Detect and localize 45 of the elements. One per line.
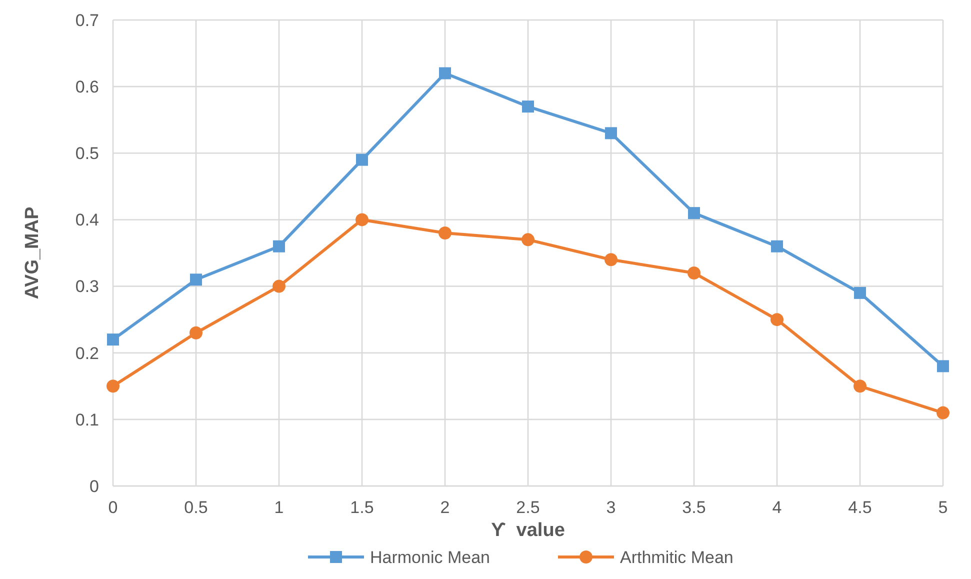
point: [770, 313, 784, 326]
y-tick-label: 0.3: [75, 277, 99, 296]
point: [356, 213, 368, 226]
legend-label: Arthmitic Mean: [620, 548, 734, 567]
point: [439, 67, 451, 80]
point: [438, 226, 452, 240]
point: [190, 274, 202, 286]
x-axis-title: ϒ value: [491, 520, 565, 541]
point: [107, 334, 119, 346]
point: [854, 286, 866, 299]
point: [936, 406, 950, 420]
point: [273, 240, 285, 252]
x-tick-label: 1: [274, 498, 284, 517]
y-tick-label: 0.6: [75, 78, 99, 97]
point: [688, 207, 700, 220]
x-tick-label: 1.5: [350, 498, 374, 517]
x-tick-label: 3.5: [682, 498, 706, 517]
x-tick-label: 0.5: [184, 498, 208, 517]
x-tick-label: 3: [606, 498, 616, 517]
point: [604, 253, 618, 266]
point: [605, 127, 617, 140]
x-tick-label: 0: [108, 498, 118, 517]
x-tick-label: 2.5: [516, 498, 540, 517]
point: [190, 326, 202, 340]
point: [106, 380, 120, 393]
point: [522, 100, 534, 113]
y-tick-label: 0.7: [75, 10, 99, 30]
y-tick-label: 0.1: [75, 410, 99, 430]
point: [854, 380, 866, 393]
y-tick-label: 0.5: [75, 144, 99, 164]
point: [522, 233, 534, 246]
legend-label: Harmonic Mean: [370, 548, 490, 567]
point: [771, 240, 783, 252]
point: [356, 154, 368, 166]
y-tick-label: 0.4: [75, 210, 99, 230]
point: [272, 280, 286, 293]
x-tick-label: 2: [440, 498, 450, 517]
x-tick-label: 5: [938, 498, 948, 517]
point: [937, 360, 949, 372]
y-axis-title: AVG_MAP: [22, 206, 43, 300]
y-tick-label: 0: [90, 476, 99, 496]
x-tick-label: 4.5: [848, 498, 872, 517]
y-tick-label: 0.2: [75, 344, 99, 363]
point: [688, 266, 700, 280]
x-tick-label: 4: [772, 498, 782, 517]
